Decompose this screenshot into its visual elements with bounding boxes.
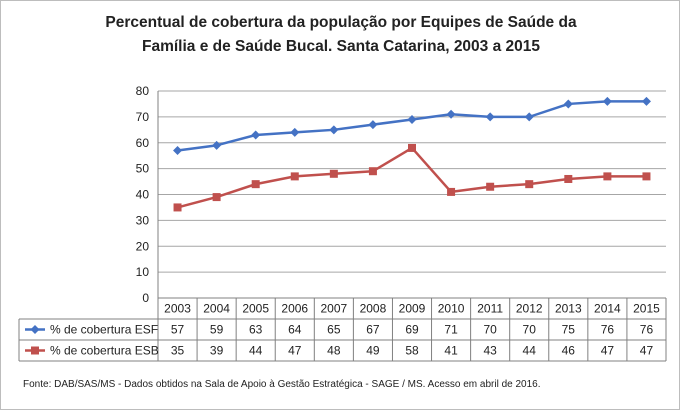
data-point xyxy=(251,130,261,140)
table-value: 64 xyxy=(288,323,302,337)
data-table: 2003 2004 2005 2006 2007 2008 2009 2010 2011 2012… xyxy=(18,297,667,362)
gridlines xyxy=(158,90,666,273)
data-point xyxy=(173,203,182,212)
data-point xyxy=(525,180,534,189)
table-value: 41 xyxy=(444,344,458,358)
table-value: 44 xyxy=(249,344,263,358)
table-value: 71 xyxy=(444,323,458,337)
legend-key-marker xyxy=(30,325,40,334)
data-point xyxy=(642,172,651,181)
table-value: 67 xyxy=(366,323,380,337)
y-tick-label: 20 xyxy=(136,239,150,253)
category-label: 2005 xyxy=(242,302,269,316)
y-tick-label: 70 xyxy=(136,110,150,124)
legend-key-marker xyxy=(31,346,39,355)
table-value: 49 xyxy=(366,344,380,358)
data-point xyxy=(368,167,377,176)
data-point xyxy=(563,99,573,109)
table-value: 39 xyxy=(210,344,224,358)
table-value: 57 xyxy=(171,323,185,337)
chart-title: Percentual de cobertura da população por… xyxy=(105,14,577,55)
data-point xyxy=(290,172,299,181)
data-point xyxy=(602,96,612,106)
data-point xyxy=(290,127,300,137)
table-value: 65 xyxy=(327,323,341,337)
y-tick-label: 40 xyxy=(136,188,150,202)
series-line xyxy=(177,146,647,209)
y-tick-label: 60 xyxy=(136,136,150,150)
category-label: 2003 xyxy=(164,302,191,316)
y-tick-label: 50 xyxy=(136,162,150,176)
y-tick-label: 80 xyxy=(136,84,150,98)
category-label: 2014 xyxy=(594,302,621,316)
table-value: 48 xyxy=(327,344,341,358)
data-point xyxy=(564,174,573,183)
source-note: Fonte: DAB/SAS/MS - Dados obtidos na Sal… xyxy=(23,379,541,390)
data-point xyxy=(251,180,260,189)
table-value: 59 xyxy=(210,323,224,337)
table-value: 58 xyxy=(405,344,419,358)
legend-label: % de cobertura ESF xyxy=(50,323,158,337)
table-value: 76 xyxy=(601,323,615,337)
category-label: 2010 xyxy=(438,302,465,316)
series-lines xyxy=(173,96,651,212)
data-point xyxy=(485,112,495,122)
table-value: 70 xyxy=(483,323,497,337)
table-value: 75 xyxy=(562,323,576,337)
category-label: 2013 xyxy=(555,302,582,316)
table-value: 63 xyxy=(249,323,263,337)
data-point xyxy=(486,182,495,191)
table-value: 47 xyxy=(288,344,302,358)
data-point xyxy=(447,187,456,196)
chart-title-line-1: Percentual de cobertura da população por… xyxy=(105,14,577,31)
data-point xyxy=(212,193,221,202)
category-label: 2012 xyxy=(516,302,543,316)
category-label: 2011 xyxy=(477,302,503,316)
data-point xyxy=(173,146,183,156)
y-tick-label: 10 xyxy=(136,265,150,279)
y-tick-label: 0 xyxy=(142,291,149,305)
table-value: 69 xyxy=(405,323,419,337)
legend-label: % de cobertura ESB xyxy=(50,344,159,358)
table-value: 35 xyxy=(171,344,185,358)
y-tick-label: 30 xyxy=(136,213,150,227)
data-point xyxy=(329,169,338,178)
y-axis: 0 10 20 30 40 50 60 70 80 xyxy=(136,84,159,305)
data-point xyxy=(408,143,416,152)
data-point xyxy=(603,172,612,181)
table-value: 44 xyxy=(523,344,537,358)
table-value: 43 xyxy=(483,344,497,358)
category-label: 2009 xyxy=(399,302,426,316)
category-label: 2008 xyxy=(360,302,387,316)
data-point xyxy=(407,114,417,124)
table-value: 47 xyxy=(601,344,615,358)
table-value: 76 xyxy=(640,323,654,337)
data-point xyxy=(446,109,456,119)
data-point xyxy=(524,112,534,122)
table-value: 46 xyxy=(562,344,576,358)
category-label: 2007 xyxy=(320,302,347,316)
data-point xyxy=(641,96,651,106)
table-value: 70 xyxy=(523,323,537,337)
table-value: 47 xyxy=(640,344,654,358)
category-label: 2004 xyxy=(203,302,230,316)
data-point xyxy=(329,125,339,135)
data-point xyxy=(212,140,222,150)
data-point xyxy=(368,120,378,130)
category-label: 2015 xyxy=(633,302,660,316)
chart-title-line-2: Família e de Saúde Bucal. Santa Catarina… xyxy=(142,38,540,55)
category-label: 2006 xyxy=(281,302,308,316)
